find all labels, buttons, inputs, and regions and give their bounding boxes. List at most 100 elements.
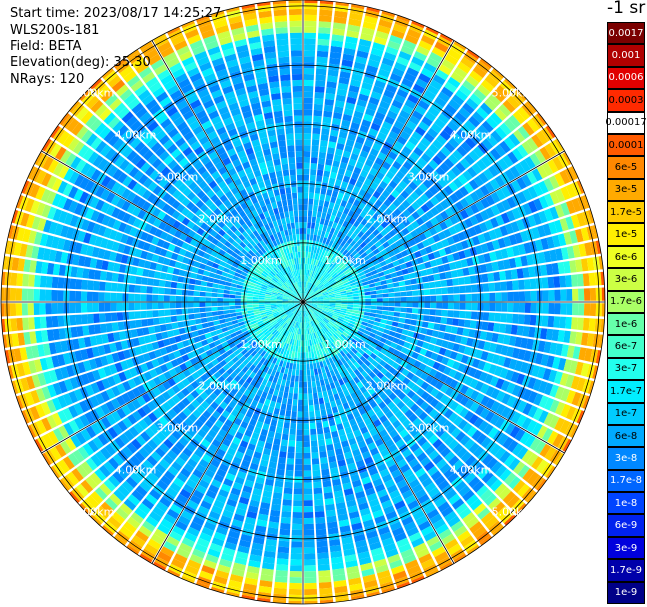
heatmap-gate (110, 282, 118, 292)
heatmap-gate (569, 360, 578, 374)
heatmap-gate (336, 330, 342, 336)
heatmap-gate (339, 350, 346, 357)
heatmap-gate (351, 3, 365, 10)
heatmap-gate (331, 326, 338, 332)
heatmap-gate (320, 140, 328, 147)
heatmap-gate (170, 315, 178, 323)
heatmap-gate (28, 274, 35, 287)
heatmap-gate (415, 78, 428, 89)
heatmap-gate (315, 80, 326, 87)
heatmap-gate (531, 422, 543, 436)
heatmap-gate (468, 367, 477, 378)
heatmap-gate (557, 233, 567, 247)
heatmap-gate (80, 302, 88, 313)
heatmap-gate (381, 284, 388, 290)
heatmap-gate (348, 350, 356, 357)
heatmap-gate (487, 322, 495, 332)
heatmap-gate (337, 270, 344, 276)
heatmap-gate (317, 323, 322, 330)
heatmap-gate (511, 207, 521, 220)
heatmap-gate (313, 481, 322, 489)
heatmap-gate (443, 125, 455, 137)
heatmap-gate (424, 163, 435, 174)
heatmap-gate (358, 271, 366, 277)
heatmap-gate (319, 314, 325, 319)
heatmap-gate (331, 234, 337, 242)
heatmap-gate (536, 130, 549, 145)
heatmap-gate (305, 346, 309, 353)
heatmap-gate (458, 250, 466, 260)
heatmap-gate (571, 317, 578, 330)
heatmap-gate (382, 121, 393, 131)
heatmap-gate (349, 379, 356, 387)
heatmap-gate (421, 321, 429, 328)
heatmap-gate (547, 315, 555, 328)
heatmap-gate (312, 285, 317, 291)
heatmap-gate (315, 74, 326, 82)
heatmap-gate (187, 290, 194, 296)
heatmap-gate (335, 223, 342, 231)
heatmap-gate (323, 326, 329, 332)
heatmap-gate (392, 434, 402, 444)
heatmap-gate (349, 12, 363, 21)
heatmap-gate (442, 173, 453, 184)
heatmap-gate (559, 419, 571, 434)
heatmap-gate (349, 177, 357, 186)
heatmap-gate (307, 381, 312, 388)
heatmap-gate (449, 193, 459, 203)
heatmap-gate (353, 110, 364, 119)
heatmap-gate (471, 358, 481, 369)
heatmap-gate (325, 332, 331, 338)
heatmap-gate (16, 317, 24, 331)
heatmap-gate (325, 402, 331, 410)
heatmap-gate (408, 238, 417, 247)
heatmap-gate (483, 362, 492, 373)
heatmap-gate (423, 365, 432, 374)
heatmap-gate (420, 372, 429, 381)
heatmap-gate (229, 294, 236, 299)
heatmap-gate (318, 223, 324, 231)
heatmap-gate (246, 299, 253, 302)
heatmap-gate (51, 276, 59, 289)
heatmap-gate (224, 281, 232, 287)
heatmap-gate (387, 288, 395, 293)
heatmap-gate (538, 180, 549, 194)
heatmap-gate (577, 317, 584, 331)
heatmap-gate (321, 128, 330, 136)
heatmap-gate (75, 302, 82, 313)
heatmap-gate (374, 334, 382, 341)
heatmap-gate (327, 147, 335, 155)
heatmap-gate (303, 470, 312, 477)
heatmap-gate (274, 480, 284, 488)
heatmap-gate (335, 302, 342, 304)
heatmap-gate (453, 415, 463, 427)
heatmap-gate (540, 328, 548, 340)
heatmap-gate (418, 553, 433, 564)
heatmap-gate (334, 331, 341, 338)
heatmap-gate (415, 467, 426, 478)
heatmap-gate (444, 387, 454, 397)
heatmap-gate (311, 375, 316, 382)
heatmap-gate (324, 325, 331, 331)
heatmap-gate (394, 292, 401, 297)
heatmap-gate (258, 297, 265, 300)
heatmap-gate (322, 334, 327, 341)
heatmap-gate (399, 312, 406, 318)
heatmap-gate (365, 302, 372, 306)
heatmap-gate (333, 106, 344, 114)
heatmap-gate (351, 287, 358, 292)
heatmap-gate (401, 329, 409, 336)
heatmap-gate (326, 274, 332, 281)
heatmap-gate (337, 192, 344, 200)
heatmap-gate (307, 282, 311, 289)
heatmap-gate (311, 271, 315, 278)
heatmap-gate (322, 176, 329, 184)
heatmap-gate (304, 0, 318, 4)
heatmap-gate (544, 446, 557, 461)
heatmap-gate (397, 339, 406, 347)
heatmap-gate (327, 259, 333, 266)
heatmap-gate (402, 39, 417, 50)
heatmap-gate (315, 517, 326, 524)
heatmap-gate (322, 309, 328, 313)
heatmap-gate (394, 500, 406, 510)
